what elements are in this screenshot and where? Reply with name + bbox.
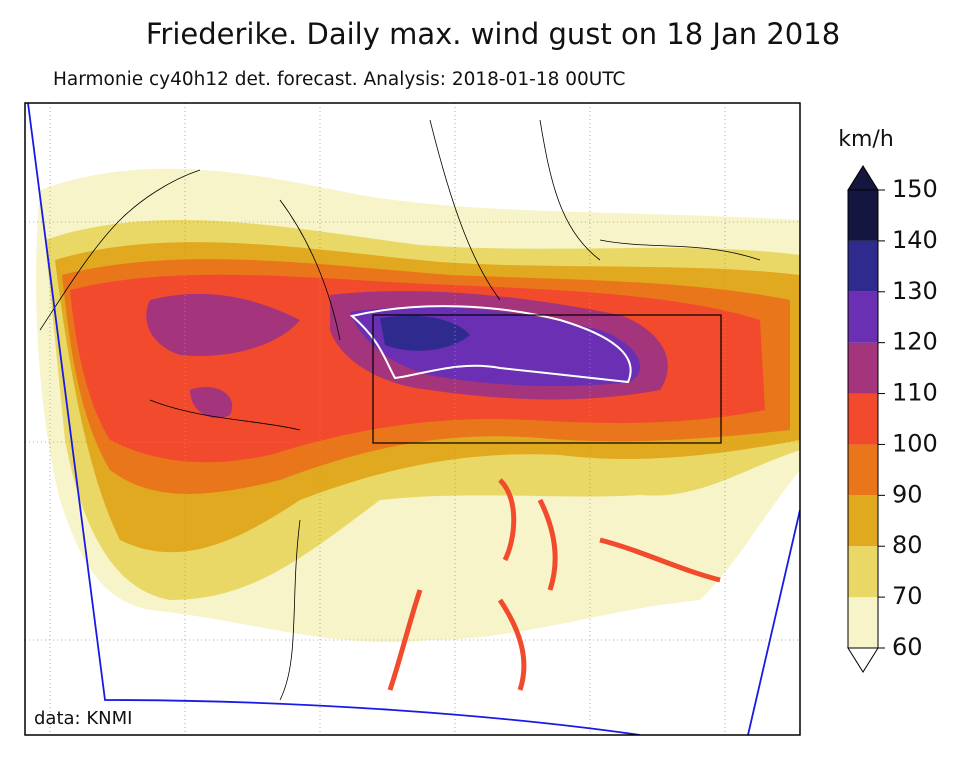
- colorbar-segment: [848, 190, 878, 241]
- subtitle: Harmonie cy40h12 det. forecast. Analysis…: [53, 69, 625, 90]
- colorbar-segment: [848, 444, 878, 496]
- colorbar-extend-top: [847, 165, 879, 191]
- colorbar-tick-label: 60: [892, 633, 923, 661]
- colorbar-segment: [848, 342, 878, 394]
- credit: data: KNMI: [34, 708, 132, 729]
- colorbar-extend-bottom: [847, 647, 879, 673]
- colorbar-segment: [848, 546, 878, 598]
- colorbar-label: km/h: [838, 127, 894, 152]
- title: Friederike. Daily max. wind gust on 18 J…: [146, 17, 840, 51]
- colorbar-segment: [848, 240, 878, 292]
- colorbar-tick-label: 110: [892, 379, 938, 407]
- colorbar-tick-label: 140: [892, 226, 938, 254]
- colorbar-segment: [848, 393, 878, 445]
- colorbar-segment: [848, 291, 878, 343]
- colorbar-tick-label: 80: [892, 531, 923, 559]
- colorbar-tick-label: 150: [892, 175, 938, 203]
- colorbar-tick-label: 90: [892, 480, 923, 508]
- colorbar-segment: [848, 597, 878, 648]
- colorbar-tick-label: 70: [892, 582, 923, 610]
- colorbar-frame: [847, 189, 879, 649]
- colorbar: 60 70 80 90 100 110 120 130 140 150: [847, 165, 938, 673]
- map-frame: [24, 102, 801, 736]
- map: [25, 103, 800, 735]
- colorbar-tick-label: 120: [892, 328, 938, 356]
- colorbar-tick-label: 100: [892, 429, 938, 457]
- colorbar-segment: [848, 495, 878, 547]
- colorbar-tick-label: 130: [892, 277, 938, 305]
